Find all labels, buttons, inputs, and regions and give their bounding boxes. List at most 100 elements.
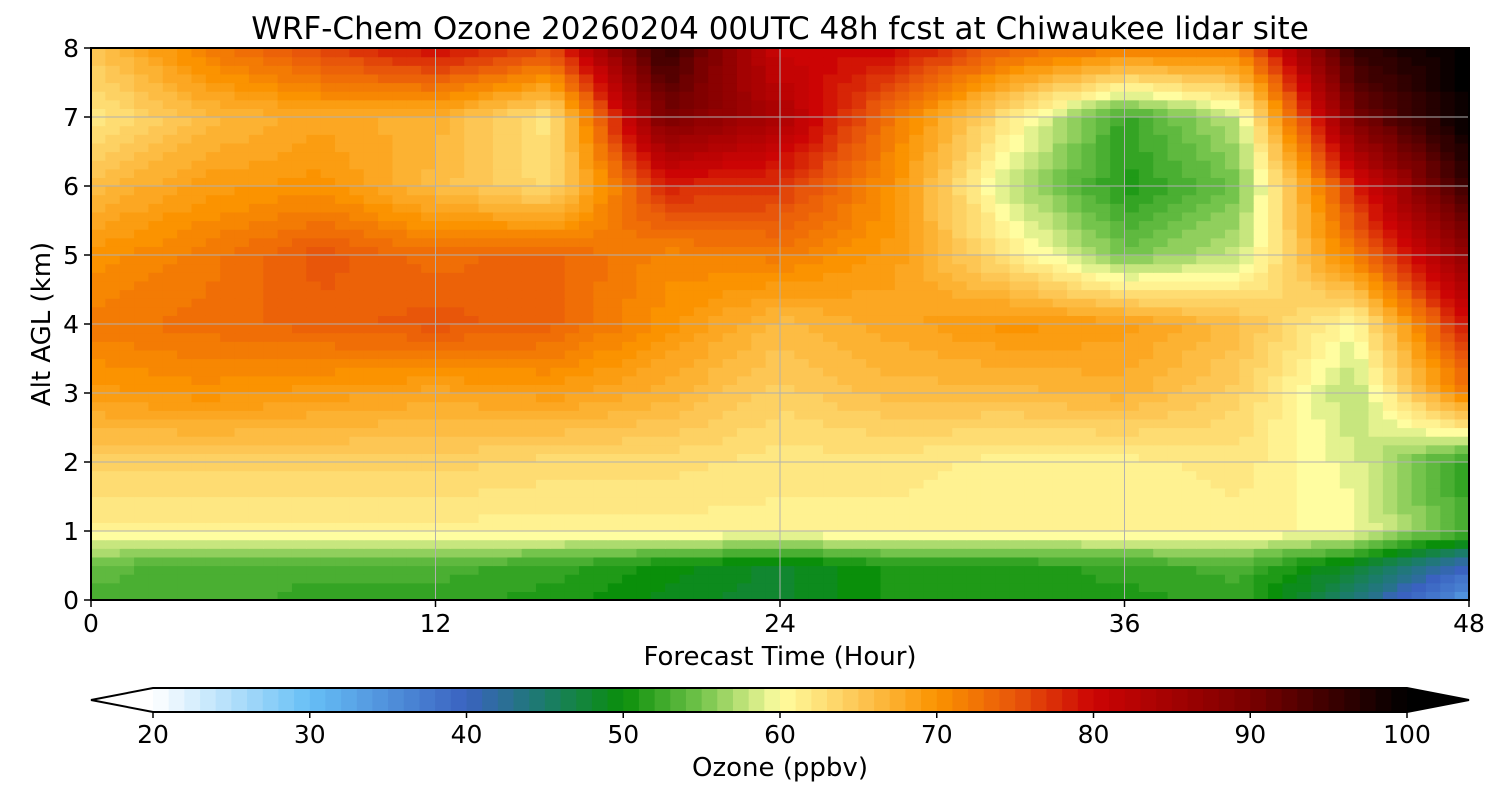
heatmap-cell — [923, 522, 939, 532]
heatmap-cell — [794, 487, 810, 498]
heatmap-cell — [1124, 548, 1140, 558]
heatmap-cell — [1296, 168, 1312, 178]
heatmap-cell — [722, 479, 738, 489]
heatmap-cell — [564, 280, 580, 291]
heatmap-cell — [1067, 186, 1083, 196]
heatmap-cell — [1382, 255, 1398, 265]
heatmap-cell — [363, 401, 379, 411]
heatmap-cell — [492, 479, 508, 489]
heatmap-cell — [1354, 280, 1370, 291]
heatmap-cell — [1181, 410, 1197, 420]
heatmap-cell — [1411, 505, 1427, 515]
heatmap-cell — [91, 393, 106, 403]
heatmap-cell — [1454, 194, 1469, 204]
heatmap-cell — [1167, 211, 1183, 222]
heatmap-cell — [880, 324, 896, 334]
heatmap-cell — [1382, 384, 1398, 394]
heatmap-cell — [794, 306, 810, 316]
heatmap-cell — [320, 289, 336, 299]
heatmap-cell — [478, 565, 494, 575]
heatmap-cell — [866, 427, 882, 437]
heatmap-cell — [650, 151, 666, 161]
heatmap-cell — [1411, 289, 1427, 299]
heatmap-cell — [1095, 522, 1111, 532]
heatmap-cell — [449, 237, 465, 247]
heatmap-cell — [909, 341, 925, 351]
heatmap-cell — [708, 306, 724, 316]
heatmap-cell — [995, 418, 1011, 429]
heatmap-cell — [1268, 393, 1283, 403]
heatmap-cell — [1138, 168, 1154, 178]
heatmap-cell — [435, 574, 451, 584]
heatmap-cell — [1067, 487, 1083, 498]
heatmap-cell — [105, 591, 121, 600]
heatmap-cell — [134, 479, 150, 489]
heatmap-cell — [148, 574, 164, 584]
heatmap-cell — [119, 522, 135, 532]
heatmap-cell — [751, 160, 767, 170]
heatmap-cell — [1024, 591, 1039, 600]
heatmap-cell — [808, 410, 824, 420]
heatmap-cell — [335, 582, 350, 592]
heatmap-cell — [923, 487, 939, 498]
heatmap-cell — [1153, 306, 1169, 316]
heatmap-cell — [1138, 298, 1154, 308]
heatmap-cell — [119, 479, 135, 489]
heatmap-cell — [708, 289, 724, 299]
heatmap-cell — [1454, 289, 1469, 299]
heatmap-cell — [722, 315, 738, 325]
heatmap-cell — [234, 384, 250, 394]
heatmap-cell — [1325, 410, 1341, 420]
heatmap-cell — [1382, 393, 1398, 403]
heatmap-cell — [952, 384, 968, 394]
heatmap-cell — [636, 151, 652, 161]
heatmap-cell — [1167, 194, 1183, 204]
heatmap-cell — [579, 177, 594, 187]
heatmap-cell — [378, 574, 394, 584]
heatmap-cell — [1138, 427, 1154, 437]
heatmap-cell — [449, 367, 465, 377]
heatmap-cell — [1038, 151, 1054, 161]
heatmap-cell — [952, 522, 968, 532]
heatmap-cell — [449, 358, 465, 368]
heatmap-cell — [205, 298, 221, 308]
heatmap-cell — [478, 358, 494, 368]
heatmap-cell — [923, 393, 939, 403]
heatmap-cell — [177, 203, 193, 213]
heatmap-cell — [205, 574, 221, 584]
heatmap-cell — [1268, 522, 1283, 532]
heatmap-cell — [1181, 582, 1197, 592]
heatmap-cell — [464, 237, 480, 247]
heatmap-cell — [937, 211, 953, 222]
heatmap-cell — [607, 384, 623, 394]
heatmap-cell — [765, 505, 781, 515]
heatmap-cell — [679, 418, 695, 429]
heatmap-cell — [909, 186, 925, 196]
heatmap-cell — [392, 220, 408, 230]
heatmap-cell — [1038, 418, 1054, 429]
heatmap-cell — [1368, 556, 1384, 567]
heatmap-cell — [392, 410, 408, 420]
heatmap-cell — [1382, 582, 1398, 592]
heatmap-cell — [1181, 418, 1197, 429]
heatmap-cell — [593, 453, 609, 463]
heatmap-cell — [607, 418, 623, 429]
heatmap-cell — [780, 479, 795, 489]
heatmap-cell — [1153, 298, 1169, 308]
heatmap-cell — [1311, 203, 1327, 213]
heatmap-cell — [234, 280, 250, 291]
heatmap-cell — [105, 186, 121, 196]
heatmap-cell — [736, 513, 752, 523]
heatmap-cell — [679, 332, 695, 342]
heatmap-cell — [507, 306, 523, 316]
heatmap-cell — [134, 263, 150, 273]
heatmap-cell — [492, 531, 508, 541]
heatmap-cell — [622, 349, 638, 360]
heatmap-cell — [550, 375, 566, 385]
heatmap-cell — [593, 263, 609, 273]
heatmap-cell — [435, 591, 451, 600]
heatmap-cell — [449, 582, 465, 592]
heatmap-cell — [980, 522, 996, 532]
heatmap-cell — [464, 246, 480, 256]
heatmap-cell — [736, 186, 752, 196]
